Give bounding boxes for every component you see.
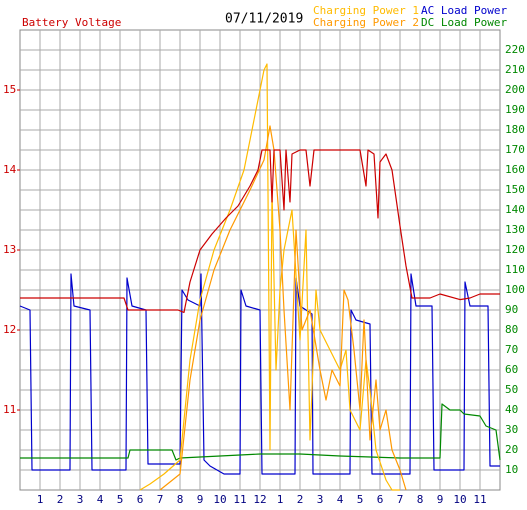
chart-title: 07/11/2019 — [225, 12, 303, 27]
y2-tick-label: 40 — [505, 403, 518, 416]
x-tick-label: 10 — [213, 493, 226, 506]
y2-tick-label: 140 — [505, 203, 525, 216]
legend-entry: Battery Voltage — [22, 16, 121, 29]
series-line — [159, 125, 407, 491]
y-tick-label: 13 — [3, 243, 16, 256]
y2-tick-label: 190 — [505, 103, 525, 116]
x-tick-label: 9 — [437, 493, 444, 506]
y2-tick-label: 180 — [505, 123, 525, 136]
y2-tick-label: 220 — [505, 43, 525, 56]
x-tick-label: 9 — [197, 493, 204, 506]
y2-tick-label: 120 — [505, 243, 525, 256]
y-tick-label: 15 — [3, 83, 16, 96]
x-tick-label: 8 — [177, 493, 184, 506]
x-tick-label: 7 — [157, 493, 164, 506]
y2-tick-label: 170 — [505, 143, 525, 156]
y-tick-label: 12 — [3, 323, 16, 336]
x-tick-label: 11 — [473, 493, 486, 506]
y2-tick-label: 210 — [505, 63, 525, 76]
x-tick-label: 4 — [337, 493, 344, 506]
legend-entry: Charging Power 2 — [313, 16, 419, 29]
x-tick-label: 8 — [417, 493, 424, 506]
y2-tick-label: 70 — [505, 343, 518, 356]
x-tick-label: 1 — [277, 493, 284, 506]
y-tick-label: 11 — [3, 403, 16, 416]
y2-tick-label: 110 — [505, 263, 525, 276]
x-tick-label: 3 — [77, 493, 84, 506]
y2-tick-label: 130 — [505, 223, 525, 236]
y2-tick-label: 200 — [505, 83, 525, 96]
series-line — [20, 403, 501, 461]
x-tick-label: 5 — [357, 493, 364, 506]
y2-tick-label: 80 — [505, 323, 518, 336]
y2-tick-label: 30 — [505, 423, 518, 436]
y2-tick-label: 10 — [505, 463, 518, 476]
x-tick-label: 11 — [233, 493, 246, 506]
y-tick-label: 14 — [3, 163, 17, 176]
y2-tick-label: 20 — [505, 443, 518, 456]
x-tick-label: 4 — [97, 493, 104, 506]
series-line — [139, 63, 400, 491]
x-tick-label: 2 — [57, 493, 64, 506]
x-tick-label: 7 — [397, 493, 404, 506]
y2-tick-label: 150 — [505, 183, 525, 196]
y2-tick-label: 90 — [505, 303, 518, 316]
x-tick-label: 6 — [137, 493, 144, 506]
y2-tick-label: 60 — [505, 363, 518, 376]
x-tick-label: 3 — [317, 493, 324, 506]
x-tick-label: 2 — [297, 493, 304, 506]
legend-entry: AC Load Power — [421, 4, 507, 17]
y2-tick-label: 100 — [505, 283, 525, 296]
legend-entry: Charging Power 1 — [313, 4, 419, 17]
y2-tick-label: 160 — [505, 163, 525, 176]
x-tick-label: 1 — [37, 493, 44, 506]
y2-tick-label: 50 — [505, 383, 518, 396]
x-tick-label: 6 — [377, 493, 384, 506]
x-tick-label: 12 — [253, 493, 266, 506]
series-line — [20, 149, 500, 313]
series-line — [19, 273, 500, 475]
x-tick-label: 5 — [117, 493, 124, 506]
legend-entry: DC Load Power — [421, 16, 507, 29]
x-tick-label: 10 — [453, 493, 466, 506]
